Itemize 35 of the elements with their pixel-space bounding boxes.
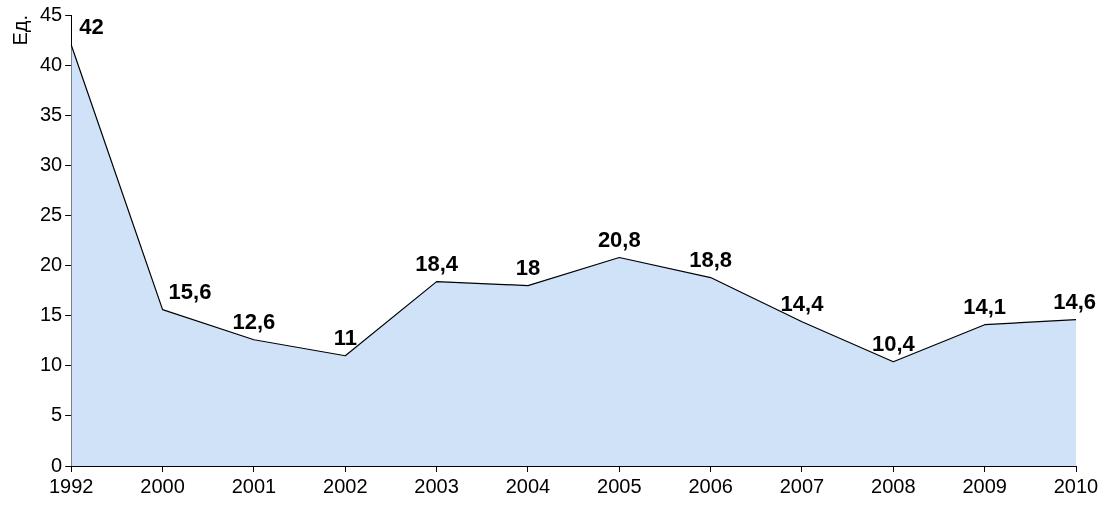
x-tick-label: 2010 (1053, 474, 1099, 497)
data-label: 18,8 (689, 246, 733, 272)
x-tick-label: 2003 (414, 474, 459, 497)
x-tick-label: 2005 (597, 474, 642, 497)
data-label: 14,1 (963, 293, 1007, 319)
x-tick-label: 2007 (779, 474, 825, 497)
x-tick-label: 2000 (140, 474, 185, 497)
y-tick-label: 10 (40, 353, 63, 376)
y-tick-label: 45 (40, 2, 63, 25)
y-tick-label: 0 (51, 453, 63, 476)
data-label: 18,4 (415, 250, 459, 276)
y-tick-label: 5 (51, 403, 63, 426)
y-tick-label: 25 (40, 202, 63, 225)
data-label: 11 (333, 324, 357, 350)
data-label: 14,6 (1053, 288, 1096, 314)
x-tick-label: 2008 (871, 474, 916, 497)
x-tick-label: 2009 (962, 474, 1007, 497)
x-tick-label: 2006 (688, 474, 733, 497)
y-axis-title: Ед. (8, 15, 31, 46)
data-label: 12,6 (232, 308, 276, 334)
data-label: 10,4 (871, 330, 916, 356)
y-tick-label: 30 (40, 152, 63, 175)
x-tick-label: 2004 (505, 474, 551, 497)
data-label: 15,6 (168, 278, 212, 304)
y-tick-label: 35 (40, 102, 63, 125)
y-tick-label: 15 (40, 303, 63, 326)
y-tick-label: 40 (40, 52, 63, 75)
x-tick-label: 1992 (49, 474, 94, 497)
y-tick-label: 20 (40, 253, 63, 276)
x-tick-label: 2002 (323, 474, 368, 497)
x-tick-label: 2001 (231, 474, 277, 497)
data-label: 20,8 (597, 226, 641, 252)
data-label: 18 (515, 254, 541, 280)
data-label: 14,4 (780, 290, 825, 316)
data-label: 42 (79, 14, 104, 40)
